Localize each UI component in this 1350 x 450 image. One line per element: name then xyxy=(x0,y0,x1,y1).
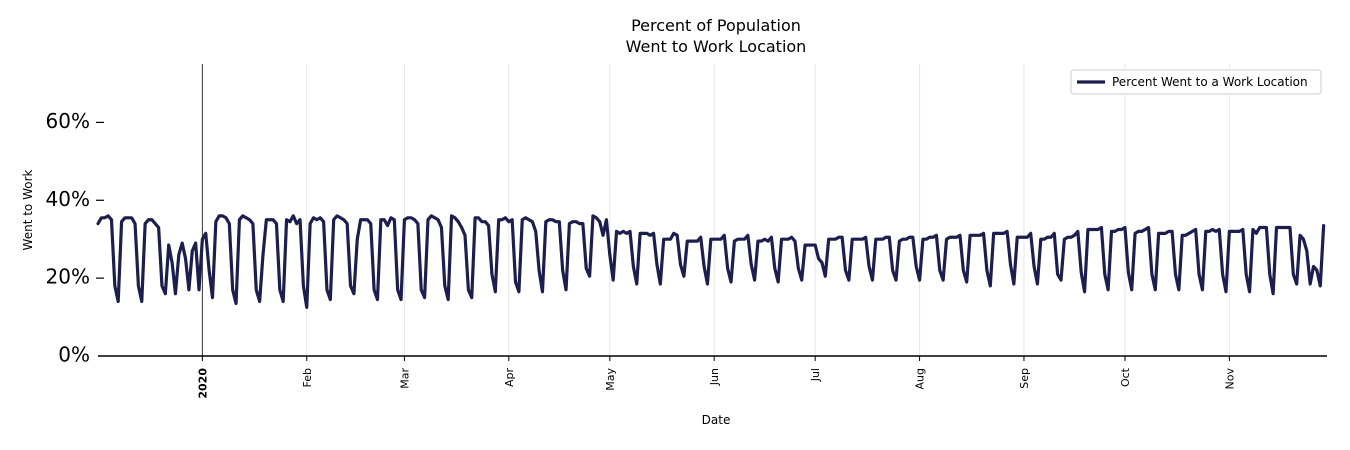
x-tick-label: Nov xyxy=(1223,368,1236,390)
x-tick-label: May xyxy=(604,368,617,391)
series-line xyxy=(96,214,1326,309)
x-tick-label: Jun xyxy=(708,368,721,386)
chart-title-line1: Percent of Population xyxy=(631,16,801,35)
chart-title-line2: Went to Work Location xyxy=(626,37,807,56)
y-tick-label: 20% xyxy=(46,265,90,289)
x-axis-ticks: 2020 Feb Mar Apr May Jun Jul Aug Sep Oct Nov xyxy=(196,356,1236,399)
y-tick-label: 60% xyxy=(46,109,90,133)
x-tick-label: Mar xyxy=(398,368,411,389)
y-axis-ticks: 0% 20% 40% 60% xyxy=(46,109,104,367)
x-tick-label: Oct xyxy=(1119,367,1132,387)
x-tick-label: 2020 xyxy=(196,368,209,399)
x-tick-label: Aug xyxy=(914,368,927,389)
y-tick-label: 0% xyxy=(58,343,90,367)
x-axis-label: Date xyxy=(702,413,731,427)
legend-label: Percent Went to a Work Location xyxy=(1112,75,1308,89)
x-tick-label: Sep xyxy=(1018,368,1031,389)
x-tick-label: Apr xyxy=(503,368,516,388)
y-axis-label: Went to Work xyxy=(21,169,35,250)
x-tick-label: Jul xyxy=(809,368,822,382)
x-tick-label: Feb xyxy=(301,368,314,387)
legend-box xyxy=(1070,69,1322,95)
gridlines xyxy=(201,64,1230,356)
y-tick-label: 40% xyxy=(46,187,90,211)
legend: Percent Went to a Work Location xyxy=(1070,69,1322,95)
